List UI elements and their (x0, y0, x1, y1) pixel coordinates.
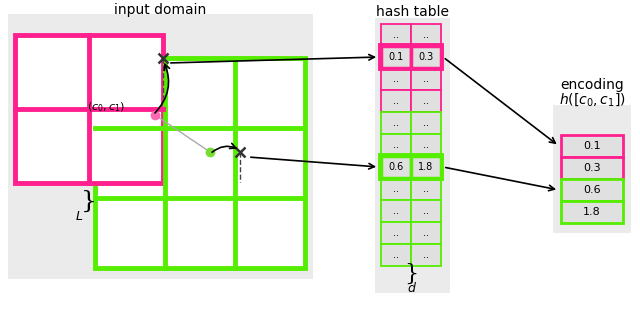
Text: ..: .. (423, 96, 429, 106)
Text: input domain: input domain (115, 3, 207, 17)
Bar (380, 155, 442, 179)
Bar (381, 46, 411, 68)
Text: 0.1: 0.1 (388, 52, 404, 62)
Bar (561, 179, 623, 201)
Bar (411, 112, 441, 134)
Text: ..: .. (393, 118, 399, 128)
Text: ..: .. (423, 206, 429, 216)
Bar (381, 112, 411, 134)
Bar (561, 135, 623, 157)
Text: $(c_0, c_1)$: $(c_0, c_1)$ (87, 100, 125, 114)
Text: 1.8: 1.8 (419, 162, 434, 172)
Text: ..: .. (393, 228, 399, 238)
Bar (411, 46, 441, 68)
Bar (553, 105, 631, 233)
Text: ..: .. (393, 140, 399, 150)
Text: ..: .. (393, 30, 399, 40)
Bar (411, 24, 441, 46)
Text: 0.6: 0.6 (388, 162, 404, 172)
Bar (411, 222, 441, 244)
Text: ..: .. (393, 74, 399, 84)
Bar (411, 178, 441, 200)
Bar (381, 68, 411, 90)
Bar (411, 90, 441, 112)
Bar (381, 222, 411, 244)
Text: ..: .. (423, 30, 429, 40)
Text: 0.3: 0.3 (419, 52, 434, 62)
Bar (381, 90, 411, 112)
Text: ..: .. (423, 250, 429, 260)
Text: $h([c_0, c_1])$: $h([c_0, c_1])$ (559, 92, 625, 108)
Text: ..: .. (393, 250, 399, 260)
Text: ..: .. (393, 96, 399, 106)
Bar (381, 24, 411, 46)
Text: encoding: encoding (560, 78, 624, 92)
Bar (381, 178, 411, 200)
Bar (561, 157, 623, 179)
Text: 0.6: 0.6 (583, 185, 601, 195)
Text: ..: .. (423, 118, 429, 128)
Bar (561, 201, 623, 223)
Text: ..: .. (423, 140, 429, 150)
Bar (411, 244, 441, 266)
Text: ..: .. (423, 228, 429, 238)
Bar (381, 156, 411, 178)
Text: ..: .. (393, 184, 399, 194)
Bar (8, 14, 313, 279)
Text: L: L (76, 210, 83, 224)
Bar (411, 134, 441, 156)
Text: ..: .. (393, 206, 399, 216)
Text: ..: .. (423, 74, 429, 84)
Bar (381, 200, 411, 222)
Bar (380, 45, 442, 69)
Text: 0.1: 0.1 (583, 141, 601, 151)
Bar (381, 134, 411, 156)
Text: 0.3: 0.3 (583, 163, 601, 173)
Text: 1.8: 1.8 (583, 207, 601, 217)
Bar (95, 58, 305, 268)
Bar (411, 156, 441, 178)
Text: }: } (404, 263, 418, 285)
Text: hash table: hash table (376, 5, 449, 19)
Text: ..: .. (423, 184, 429, 194)
Text: d: d (407, 281, 415, 295)
Bar (15, 35, 163, 183)
Bar (411, 200, 441, 222)
Bar (411, 68, 441, 90)
Bar (381, 244, 411, 266)
Text: }: } (81, 190, 97, 213)
Bar (375, 18, 450, 293)
